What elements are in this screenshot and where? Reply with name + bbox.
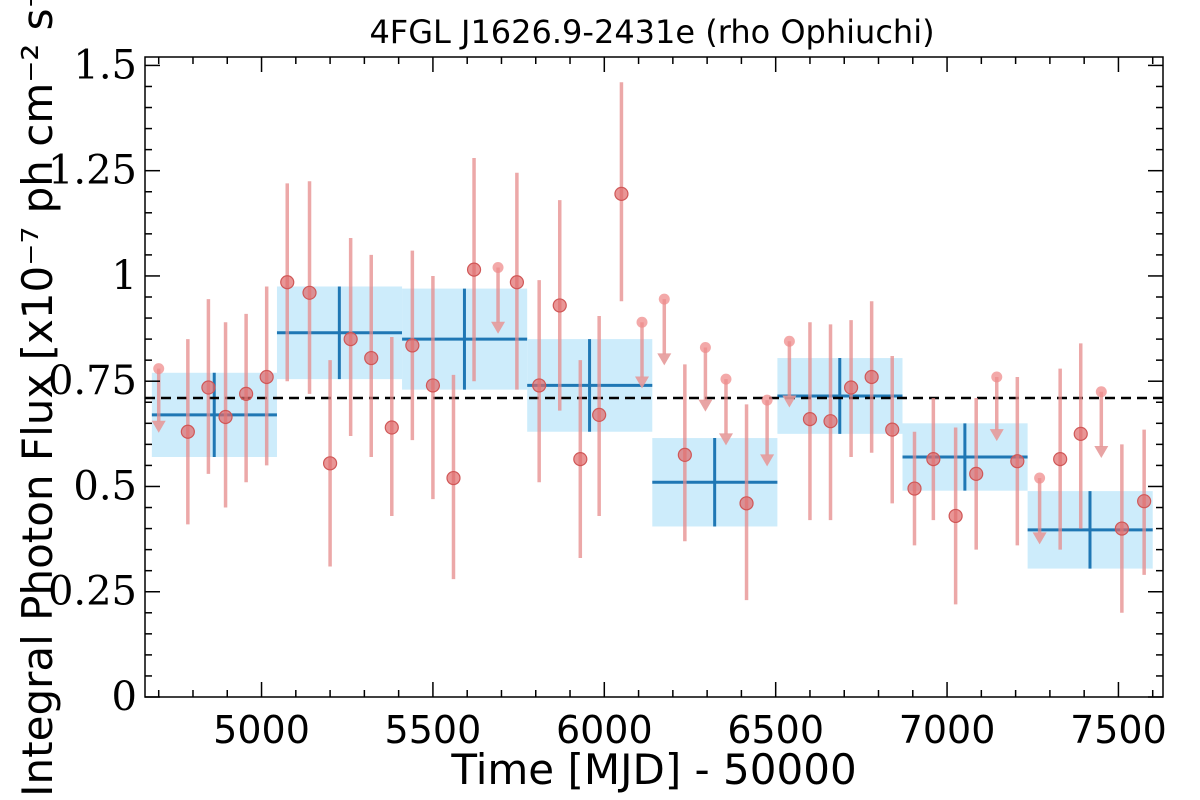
upper-limit-arrow (698, 399, 713, 412)
detection-point (405, 338, 420, 353)
detection-point (1137, 494, 1152, 509)
upper-limit-point (699, 342, 711, 354)
chart-title: 4FGL J1626.9-2431e (rho Ophiuchi) (369, 13, 934, 51)
detection-point (677, 447, 692, 462)
detection-point (1053, 452, 1068, 467)
upper-limit-point (761, 394, 773, 406)
detection-point (739, 496, 754, 511)
upper-limit-point (1034, 472, 1046, 484)
monthly-upper-limits (151, 262, 1109, 545)
x-tick-label: 6000 (556, 708, 653, 752)
plot-frame (144, 56, 1164, 698)
detection-point (532, 378, 547, 393)
upper-limit-arrow (491, 321, 506, 334)
upper-limit-arrow (760, 454, 775, 467)
axis-ticks (145, 57, 1163, 698)
y-tick-labels: 0 0.25 0.5 0.75 1 1.25 1.5 (48, 42, 137, 720)
upper-limit-arrow (782, 395, 797, 408)
detection-point (1073, 426, 1088, 441)
upper-limit-point (492, 262, 504, 274)
detection-point (322, 456, 338, 471)
detection-point (509, 275, 524, 290)
y-tick-label: 1 (112, 253, 137, 299)
upper-limit-arrow (151, 420, 166, 433)
x-tick-label: 7500 (1070, 708, 1167, 752)
detection-point (239, 386, 254, 401)
upper-limit-arrow (989, 429, 1004, 442)
detection-point (446, 470, 461, 486)
upper-limit-arrow (1032, 532, 1047, 545)
x-tick-label: 6500 (727, 708, 824, 752)
detection-point (180, 424, 195, 439)
x-tick-labels: 5000 5500 6000 6500 7000 7500 (213, 708, 1167, 752)
detection-point (552, 298, 567, 313)
upper-limit-point (636, 316, 648, 328)
detection-point (218, 409, 233, 425)
detection-point (1010, 454, 1025, 469)
detection-point (302, 285, 317, 300)
detection-point (907, 481, 922, 496)
plot-area (145, 82, 1163, 613)
detection-point (948, 508, 963, 524)
detection-point (592, 407, 607, 422)
upper-limit-arrow (635, 376, 650, 389)
detection-point (573, 452, 588, 467)
detection-point (885, 422, 900, 437)
detection-point (201, 380, 216, 395)
detection-point (802, 412, 818, 427)
upper-limit-point (783, 335, 795, 347)
y-tick-label: 1.5 (73, 42, 137, 88)
upper-limit-arrow (718, 433, 733, 446)
x-tick-label: 5000 (213, 708, 310, 752)
y-tick-label: 0.5 (73, 463, 137, 509)
y-tick-label: 0.25 (48, 569, 137, 615)
detection-point (969, 466, 984, 481)
upper-limit-point (720, 373, 732, 385)
detection-point (466, 262, 482, 277)
monthly-detections (180, 186, 1152, 536)
detection-point (259, 369, 274, 385)
detection-point (843, 380, 859, 395)
detection-point (823, 414, 838, 429)
detection-point (864, 369, 879, 385)
upper-limit-point (153, 363, 165, 375)
detection-point (614, 186, 629, 201)
upper-limit-point (658, 293, 670, 305)
detection-point (364, 350, 379, 366)
y-axis-label: Integral Photon Flux [x10⁻⁷ ph cm⁻² s⁻¹] (13, 0, 62, 797)
upper-limit-arrow (1094, 446, 1109, 458)
detection-point (425, 378, 441, 393)
detection-point (343, 332, 358, 347)
detection-point (926, 452, 941, 467)
x-axis-label: Time [MJD] - 50000 (450, 745, 856, 794)
detection-point (384, 420, 399, 435)
detection-point (280, 275, 295, 290)
upper-limit-arrow (657, 353, 672, 366)
y-tick-label: 0 (112, 674, 137, 720)
y-tick-label: 1.25 (48, 148, 137, 194)
x-tick-label: 5500 (385, 708, 482, 752)
y-tick-label: 0.75 (48, 358, 137, 404)
upper-limit-point (991, 371, 1003, 383)
upper-limit-point (1095, 386, 1107, 398)
yearly-bins (151, 286, 1153, 569)
detection-point (1114, 521, 1129, 536)
x-tick-label: 7000 (899, 708, 996, 752)
